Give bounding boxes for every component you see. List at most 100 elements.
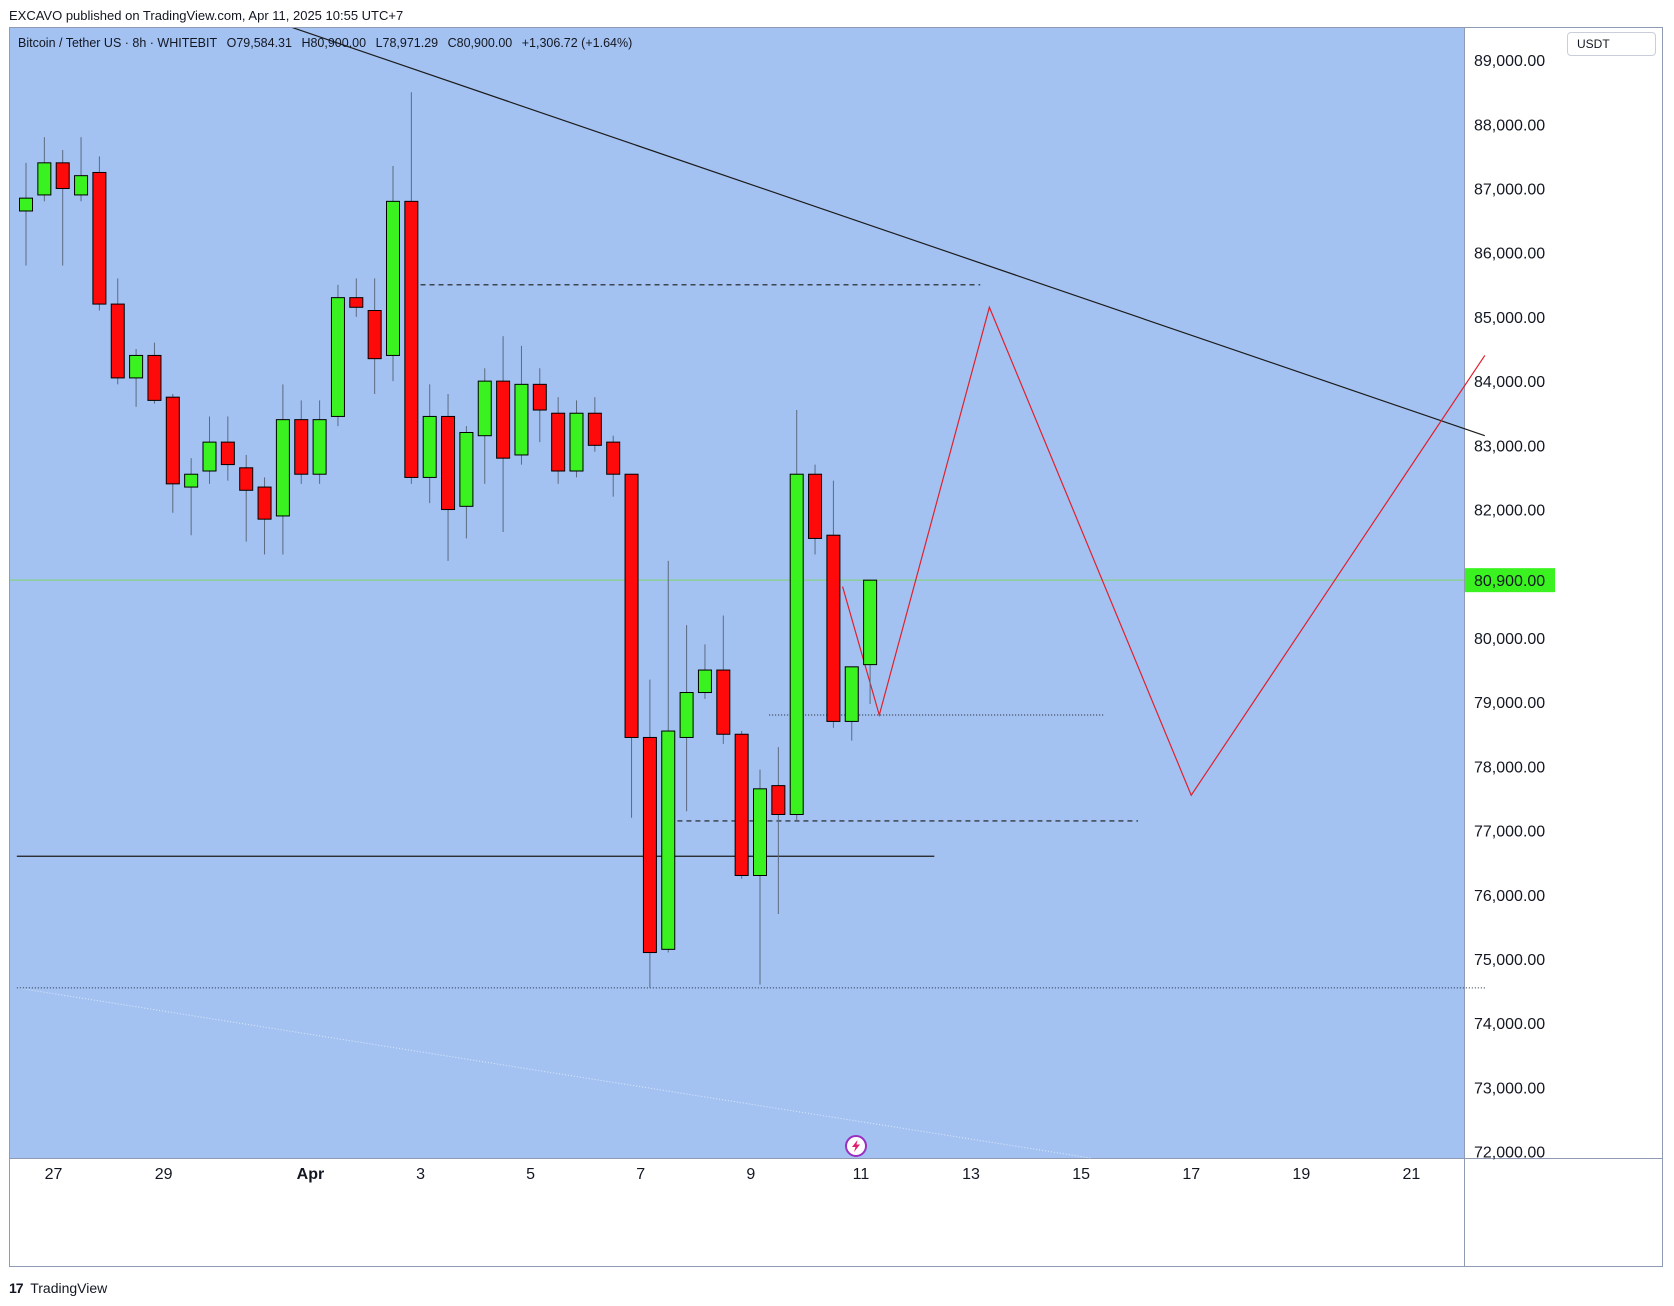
candle-body-down <box>110 303 125 379</box>
candle-body-up <box>477 380 492 437</box>
candle <box>606 435 621 497</box>
price-tick-label: 87,000.00 <box>1474 182 1545 199</box>
candle <box>679 625 694 812</box>
candle-body-down <box>165 396 180 485</box>
candle-body-up <box>459 431 474 507</box>
last-price-badge <box>1465 568 1555 593</box>
candle-body-up <box>275 419 290 517</box>
candle-body-down <box>349 297 364 308</box>
candle-body-down <box>367 310 382 360</box>
candle <box>330 284 345 427</box>
time-tick-label: 13 <box>962 1166 980 1183</box>
tradingview-logo[interactable]: 17 TradingView <box>9 1280 107 1296</box>
candle-body-up <box>863 579 878 666</box>
descending-trendline <box>291 28 1486 437</box>
candle-body-up <box>514 383 529 456</box>
candle <box>312 400 327 484</box>
chart-panel[interactable]: 72,000.00 73,000.00 74,000.00 75,000.00 76,0… <box>9 27 1663 1267</box>
candle-body-up <box>661 730 676 950</box>
candle <box>404 92 419 484</box>
candle-body-down <box>239 467 254 491</box>
candle-body-down <box>826 534 841 722</box>
time-axis-background <box>10 1158 1464 1266</box>
candle <box>624 473 639 818</box>
price-tick-label: 88,000.00 <box>1474 117 1545 134</box>
candle-body-up <box>753 788 767 876</box>
legend-open: O79,584.31 <box>226 36 292 50</box>
candle <box>441 393 456 561</box>
time-tick-label: Apr <box>297 1166 325 1183</box>
candle-body-down <box>771 785 786 816</box>
candle <box>294 400 309 484</box>
price-tick-label: 72,000.00 <box>1474 1145 1545 1162</box>
candle-body-down <box>642 736 657 954</box>
candle-body-down <box>587 412 602 446</box>
drawings-layer <box>10 28 1486 1159</box>
candle <box>459 426 474 539</box>
price-tick-label: 89,000.00 <box>1474 53 1545 70</box>
candle <box>844 666 859 741</box>
price-tick-label: 73,000.00 <box>1474 1080 1545 1097</box>
candle-body-down <box>624 473 639 738</box>
candle <box>808 464 823 555</box>
time-tick-label: 21 <box>1403 1166 1421 1183</box>
candle <box>697 644 712 699</box>
candle <box>826 480 841 728</box>
candle <box>220 416 235 481</box>
candle <box>184 458 199 536</box>
currency-button[interactable]: USDT <box>1567 32 1656 56</box>
legend-high: H80,900.00 <box>301 36 367 50</box>
candle <box>863 579 878 704</box>
candle <box>642 679 657 988</box>
candle <box>257 477 272 555</box>
lower-channel-line <box>16 987 1091 1159</box>
time-tick-label: 29 <box>155 1166 173 1183</box>
candle <box>110 278 125 385</box>
price-tick-label: 83,000.00 <box>1474 438 1545 455</box>
price-tick-label: 86,000.00 <box>1474 246 1545 263</box>
price-tick-label: 76,000.00 <box>1474 888 1545 905</box>
candle <box>753 769 767 985</box>
candle-body-down <box>147 354 162 401</box>
time-tick-label: 15 <box>1072 1166 1090 1183</box>
candle <box>55 149 70 266</box>
price-tick-label: 78,000.00 <box>1474 759 1545 776</box>
candle-body-up <box>129 354 144 379</box>
legend-close: C80,900.00 <box>447 36 513 50</box>
candle-body-up <box>74 175 89 196</box>
price-chart[interactable]: 72,000.00 73,000.00 74,000.00 75,000.00 76,0… <box>10 28 1663 1267</box>
time-tick-label: 5 <box>526 1166 535 1183</box>
candle-body-down <box>808 473 823 539</box>
last-price-marker: 80,900.00 <box>1465 568 1555 593</box>
candle-body-down <box>220 441 235 466</box>
time-tick-label: 7 <box>636 1166 645 1183</box>
candle-body-down <box>551 412 566 472</box>
price-tick-label: 75,000.00 <box>1474 952 1545 969</box>
price-tick-label: 85,000.00 <box>1474 310 1545 327</box>
candle-body-up <box>19 197 33 212</box>
price-tick-label: 82,000.00 <box>1474 503 1545 520</box>
candle <box>716 615 731 744</box>
time-axis[interactable]: 27 29 Apr 3 5 7 9 11 13 15 17 19 21 <box>45 1166 1421 1183</box>
candle-body-up <box>422 415 437 478</box>
candle-body-up <box>202 441 217 472</box>
candle <box>349 278 364 317</box>
candle-body-down <box>92 171 107 305</box>
candle-body-down <box>496 380 511 459</box>
candle <box>74 137 89 202</box>
candle-body-down <box>734 733 749 876</box>
candle-body-down <box>55 162 70 190</box>
candle-body-up <box>789 473 804 816</box>
time-tick-label: 17 <box>1182 1166 1200 1183</box>
candle <box>37 137 52 202</box>
price-tick-label: 79,000.00 <box>1474 695 1545 712</box>
time-tick-label: 9 <box>746 1166 755 1183</box>
candle <box>551 397 566 484</box>
tradingview-logo-icon: 17 <box>9 1280 24 1296</box>
time-tick-label: 11 <box>853 1166 870 1183</box>
candle-body-down <box>606 441 621 475</box>
last-price-label: 80,900.00 <box>1474 573 1545 590</box>
candle <box>92 156 107 311</box>
price-tick-label: 80,000.00 <box>1474 631 1545 648</box>
flash-icon[interactable] <box>845 1135 867 1157</box>
